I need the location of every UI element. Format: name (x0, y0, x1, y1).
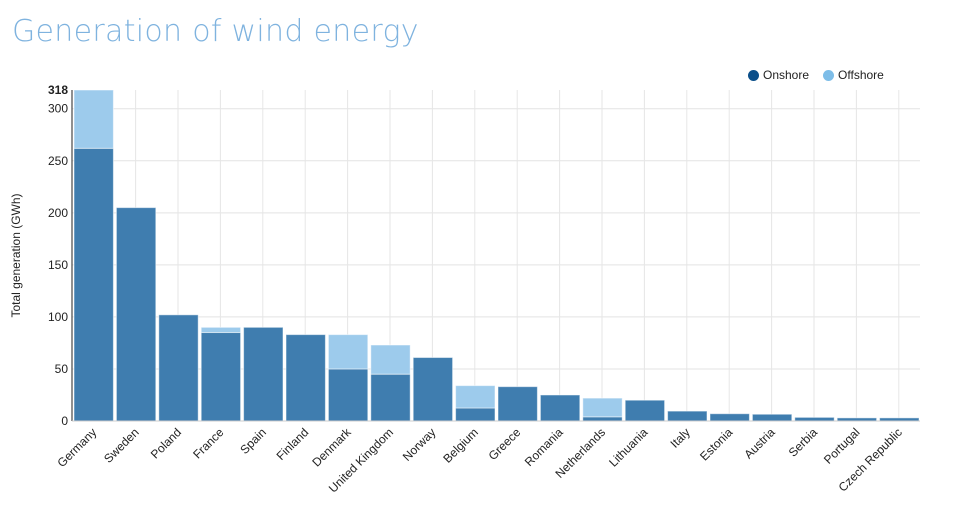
x-tick-label: Sweden (101, 425, 142, 466)
x-tick-label: Portugal (821, 425, 863, 467)
bar-onshore (751, 413, 793, 422)
legend-marker-offshore (823, 69, 835, 81)
bar-onshore (539, 394, 581, 422)
y-tick-label: 50 (55, 362, 69, 376)
bar-onshore (243, 326, 284, 422)
chart-title: Generation of wind energy (12, 14, 419, 49)
y-tick-label: 150 (48, 258, 68, 272)
y-tick-label: 100 (48, 310, 68, 324)
y-tick-label: 318 (48, 83, 68, 97)
bar-onshore (624, 399, 666, 422)
y-tick-label: 300 (48, 102, 68, 116)
bar-onshore (370, 373, 411, 422)
bar-onshore (709, 413, 750, 422)
bar-onshore (455, 407, 496, 422)
x-tick-label: Lithuania (606, 425, 651, 470)
bar-onshore (200, 332, 242, 422)
bar-onshore (667, 410, 708, 422)
x-tick-label: Greece (486, 425, 524, 463)
x-tick-label: Spain (237, 425, 269, 457)
x-tick-label: Finland (274, 425, 312, 463)
legend-label-offshore: Offshore (838, 68, 884, 82)
x-tick-label: Romania (522, 425, 566, 469)
bar-offshore (582, 397, 623, 418)
x-tick-label: Germany (55, 425, 100, 470)
bar-onshore (115, 207, 157, 422)
legend-marker-onshore (748, 69, 759, 81)
bar-onshore (497, 386, 538, 422)
legend-item-offshore[interactable]: Offshore (823, 68, 884, 82)
legend: Onshore Offshore (748, 68, 884, 82)
x-tick-label: Norway (400, 425, 439, 464)
bar-onshore (285, 334, 326, 422)
legend-item-onshore[interactable]: Onshore (748, 68, 809, 82)
y-axis-label: Total generation (GWh) (9, 193, 23, 317)
bar-onshore (794, 416, 835, 422)
x-tick-label: Austria (741, 425, 778, 462)
y-tick-label: 200 (48, 206, 68, 220)
x-tick-label: Estonia (697, 425, 735, 463)
bar-offshore (73, 89, 114, 149)
bar-onshore (412, 357, 454, 422)
x-tick-label: Poland (148, 425, 184, 461)
bar-offshore (200, 326, 242, 334)
bar-onshore (73, 147, 114, 422)
bar-offshore (327, 334, 369, 370)
x-tick-label: Italy (667, 425, 692, 450)
bar-onshore (158, 314, 199, 422)
x-tick-label: Serbia (786, 425, 821, 460)
x-tick-label: Belgium (440, 425, 481, 466)
bar-offshore (370, 344, 411, 375)
bar-onshore (327, 368, 369, 422)
legend-label-onshore: Onshore (763, 68, 810, 82)
y-tick-label: 250 (48, 154, 68, 168)
y-tick-label: 0 (61, 414, 68, 428)
bar-offshore (455, 385, 496, 409)
bar-onshore (582, 416, 623, 422)
x-tick-label: France (190, 425, 227, 462)
